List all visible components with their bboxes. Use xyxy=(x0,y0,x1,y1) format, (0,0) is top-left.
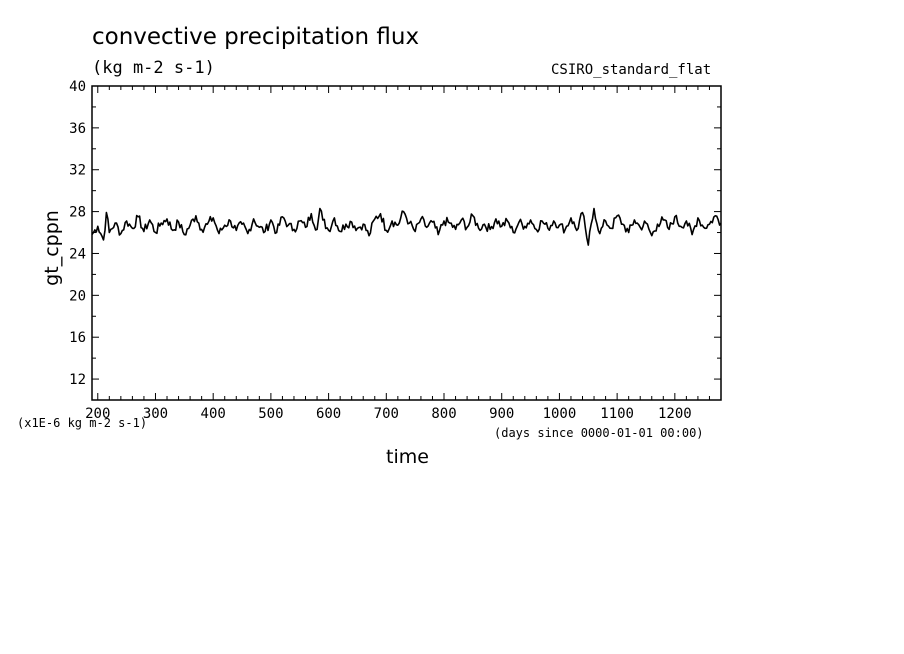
y-tick-label: 40 xyxy=(69,79,86,95)
x-tick-label: 900 xyxy=(489,406,514,422)
x-tick-label: 400 xyxy=(201,406,226,422)
x-tick-label: 300 xyxy=(143,406,168,422)
plot-frame xyxy=(91,85,722,401)
x-tick-label: 500 xyxy=(258,406,283,422)
model-name: CSIRO_standard_flat xyxy=(551,62,712,78)
series-group xyxy=(91,207,722,246)
chart-title: convective precipitation flux xyxy=(92,24,420,50)
y-tick-label: 16 xyxy=(69,330,86,346)
scale-note: (x1E-6 kg m-2 s-1) xyxy=(17,416,148,430)
y-tick-label: 32 xyxy=(69,163,86,179)
y-tick-label: 12 xyxy=(69,372,86,388)
x-axis-label: time xyxy=(386,446,429,468)
axes-group: 12 16 20 24 28 32 36 40 200 300 400 500 600 700 800 900… xyxy=(69,79,722,422)
time-origin-note: (days since 0000-01-01 00:00) xyxy=(494,426,704,440)
chart-units: (kg m-2 s-1) xyxy=(92,58,215,78)
x-tick-label: 1100 xyxy=(600,406,634,422)
y-tick-label: 36 xyxy=(69,121,86,137)
x-tick-label: 1000 xyxy=(543,406,577,422)
y-tick-label: 20 xyxy=(69,288,86,304)
x-tick-label: 600 xyxy=(316,406,341,422)
y-tick-label: 24 xyxy=(69,246,86,262)
x-tick-label: 800 xyxy=(431,406,456,422)
x-tick-label: 200 xyxy=(85,406,110,422)
x-tick-label: 1200 xyxy=(658,406,692,422)
y-tick-label: 28 xyxy=(69,205,86,221)
series-line-gt_cppn xyxy=(91,207,722,246)
x-tick-label: 700 xyxy=(374,406,399,422)
